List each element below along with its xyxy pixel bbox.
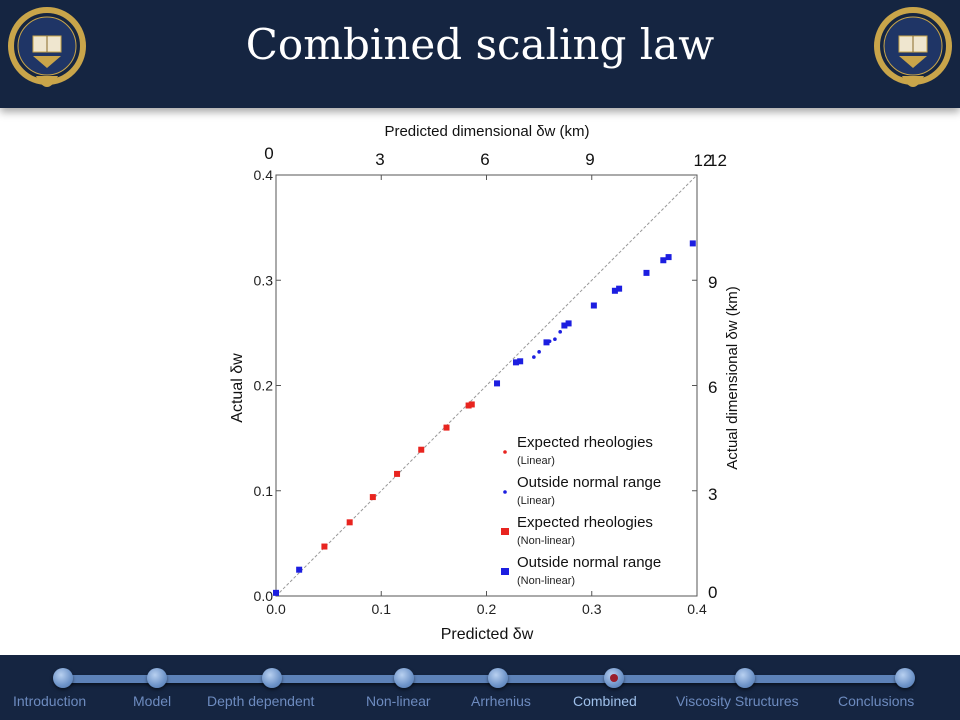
university-crest-icon <box>8 7 86 87</box>
nav-dot-arrhenius[interactable] <box>488 668 508 688</box>
data-point <box>532 355 536 359</box>
legend-label: Expected rheologies <box>517 514 653 531</box>
right-tick-label: 0 <box>708 583 717 602</box>
y-tick-label: 0.1 <box>254 483 274 499</box>
slide-title: Combined scaling law <box>245 20 715 69</box>
legend-marker <box>503 450 507 454</box>
legend-marker <box>501 528 509 535</box>
nav-dot-introduction[interactable] <box>53 668 73 688</box>
nav-item-viscosity-structures[interactable]: Viscosity Structures <box>676 693 799 709</box>
right-tick-label: 12 <box>708 151 727 170</box>
university-crest-icon <box>874 7 952 87</box>
nav-dot-viscosity-structures[interactable] <box>735 668 755 688</box>
data-point <box>558 330 562 334</box>
nav-item-introduction[interactable]: Introduction <box>13 693 87 709</box>
data-point <box>443 424 450 431</box>
data-point <box>321 543 328 550</box>
data-point <box>517 358 524 365</box>
top-tick-label: 3 <box>375 150 384 169</box>
x-tick-label: 0.4 <box>687 601 707 617</box>
data-point <box>689 240 696 247</box>
data-point <box>553 337 557 341</box>
data-point <box>537 350 541 354</box>
top-tick-label: 0 <box>264 144 273 163</box>
data-point <box>543 339 550 346</box>
x-tick-label: 0.0 <box>266 601 286 617</box>
data-point <box>465 402 472 409</box>
top-tick-label: 12 <box>694 151 713 170</box>
top-tick-label: 6 <box>480 150 489 169</box>
nav-item-non-linear[interactable]: Non-linear <box>366 693 431 709</box>
data-point <box>512 359 519 366</box>
x-tick-label: 0.2 <box>477 601 497 617</box>
reference-line <box>275 174 698 597</box>
nav-dot-depth-dependent[interactable] <box>262 668 282 688</box>
data-point <box>643 269 650 276</box>
data-point <box>418 446 425 453</box>
y-tick-label: 0.2 <box>254 378 274 394</box>
slide-header: Combined scaling law <box>0 0 960 108</box>
y-tick-label: 0.4 <box>254 167 274 183</box>
data-point <box>565 320 572 327</box>
nav-item-conclusions[interactable]: Conclusions <box>838 693 915 709</box>
data-point <box>665 254 672 261</box>
nav-dot-conclusions[interactable] <box>895 668 915 688</box>
nav-item-model[interactable]: Model <box>133 693 172 709</box>
top-tick-label: 9 <box>585 150 594 169</box>
nav-dot-combined[interactable] <box>604 668 624 688</box>
nav-item-depth-dependent[interactable]: Depth dependent <box>207 693 315 709</box>
nav-dot-model[interactable] <box>147 668 167 688</box>
x-axis-title: Predicted δw <box>441 626 534 643</box>
y-tick-label: 0.3 <box>254 272 274 288</box>
nav-item-combined[interactable]: Combined <box>573 693 637 709</box>
legend-label: Outside normal range <box>517 554 661 571</box>
legend-marker <box>503 490 507 494</box>
data-point <box>660 257 667 264</box>
top-axis-title: Predicted dimensional δw (km) <box>384 123 589 140</box>
legend-marker <box>501 568 509 575</box>
right-axis-title: Actual dimensional δw (km) <box>724 286 741 469</box>
right-tick-label: 6 <box>708 378 717 397</box>
legend-sublabel: (Non-linear) <box>517 575 575 587</box>
scaling-law-chart: 0.00.00.10.10.20.20.30.30.40.40 3 6 9 120369… <box>229 123 741 643</box>
navigation-bar: Introduction Model Depth dependent Non-line… <box>0 655 960 720</box>
right-tick-label: 3 <box>708 485 717 504</box>
legend-sublabel: (Linear) <box>517 495 555 507</box>
y-axis-title: Actual δw <box>229 353 246 423</box>
nav-progress-track <box>63 675 905 683</box>
y-tick-label: 0.0 <box>254 588 274 604</box>
data-point <box>369 494 376 501</box>
data-point <box>494 380 501 387</box>
data-point <box>468 401 475 408</box>
data-point <box>616 285 623 292</box>
nav-dot-non-linear[interactable] <box>394 668 414 688</box>
legend-sublabel: (Linear) <box>517 455 555 467</box>
legend-sublabel: (Non-linear) <box>517 535 575 547</box>
data-point <box>273 589 279 596</box>
data-point <box>590 302 597 309</box>
right-tick-label: 9 <box>708 273 717 292</box>
legend-label: Expected rheologies <box>517 434 653 451</box>
data-point <box>561 322 568 329</box>
legend-label: Outside normal range <box>517 474 661 491</box>
nav-item-arrhenius[interactable]: Arrhenius <box>471 693 531 709</box>
data-point <box>296 566 303 573</box>
x-tick-label: 0.1 <box>372 601 392 617</box>
plot-area: 0.00.00.10.10.20.20.30.30.40.40 3 6 9 120369… <box>229 123 741 643</box>
x-tick-label: 0.3 <box>582 601 602 617</box>
data-point <box>394 470 401 477</box>
data-point <box>611 287 618 294</box>
data-point <box>346 519 353 526</box>
